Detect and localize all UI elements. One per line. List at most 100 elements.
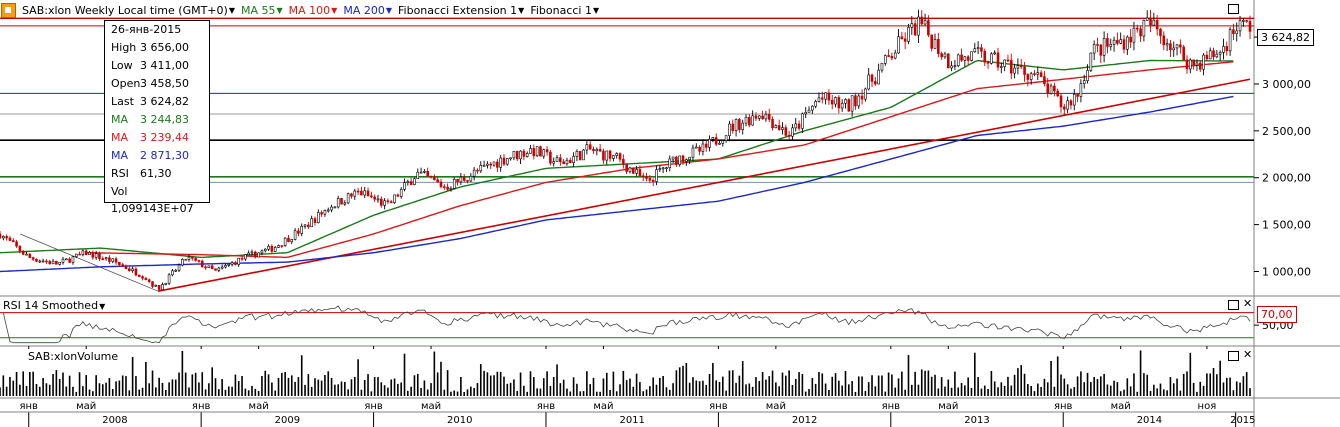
volume-bar — [708, 374, 711, 396]
price-candle-body — [588, 144, 592, 150]
volume-bar — [92, 391, 94, 396]
price-candle-body — [811, 105, 814, 111]
volume-bar — [572, 377, 575, 396]
volume-bar — [983, 385, 986, 396]
volume-bar — [476, 383, 479, 396]
volume-bar — [290, 375, 293, 396]
price-candle-body — [698, 146, 701, 152]
volume-bar — [19, 384, 21, 396]
price-candle-body — [8, 237, 12, 241]
price-candle-body — [297, 230, 300, 234]
rsi-panel-title[interactable]: RSI 14 Smoothed▼ — [3, 299, 105, 312]
tooltip-value: 2 871,30 — [140, 149, 189, 162]
price-candle-body — [1109, 43, 1113, 47]
price-candle-body — [542, 149, 546, 157]
volume-bar — [1007, 376, 1009, 396]
price-candle-body — [804, 112, 808, 115]
price-candle-body — [1235, 30, 1239, 34]
price-candle-body — [452, 178, 456, 189]
price-candle-body — [559, 157, 562, 162]
volume-bar — [944, 386, 946, 396]
fib-ext-menu[interactable]: Fibonacci Extension 1 ▼ — [398, 4, 524, 17]
volume-bar — [473, 388, 475, 396]
volume-bar — [672, 383, 674, 396]
ma55-menu[interactable]: MA 55 ▼ — [241, 4, 283, 17]
price-candle-body — [1112, 39, 1116, 45]
price-candle-body — [250, 251, 254, 254]
volume-bar — [1076, 376, 1079, 396]
symbol-menu[interactable]: SAB:xlon Weekly Local time (GMT+0) ▼ — [22, 4, 235, 17]
price-candle-body — [645, 176, 648, 179]
volume-panel-maximize-button[interactable] — [1228, 351, 1239, 361]
volume-bar — [678, 367, 681, 396]
volume-bar — [1096, 379, 1099, 396]
ma200-menu[interactable]: MA 200 ▼ — [343, 4, 392, 17]
chart-toolbar: SAB:xlon Weekly Local time (GMT+0) ▼ MA 5… — [0, 0, 1254, 20]
volume-bar — [493, 375, 495, 396]
volume-bar — [377, 377, 379, 396]
volume-bar — [1169, 377, 1172, 396]
volume-bar — [194, 372, 197, 396]
price-candle-body — [708, 138, 711, 148]
price-candle-body — [1082, 80, 1086, 84]
volume-bar — [775, 382, 777, 396]
tooltip-value: 3 624,82 — [140, 95, 189, 108]
price-axis-label: 2 500,00 — [1262, 125, 1311, 138]
volume-bar — [1182, 373, 1185, 396]
volume-bar — [1249, 388, 1251, 396]
volume-bar — [1126, 378, 1129, 396]
volume-bar — [1043, 378, 1046, 396]
price-candle-body — [429, 175, 433, 178]
volume-bar — [967, 377, 969, 396]
volume-bar — [1232, 390, 1235, 396]
volume-bar — [569, 391, 572, 396]
rsi-panel-maximize-button[interactable] — [1228, 300, 1239, 310]
price-candle-body — [220, 266, 224, 269]
price-candle-body — [406, 181, 410, 183]
price-panel-maximize-button[interactable] — [1228, 4, 1239, 14]
volume-bar — [874, 386, 877, 396]
volume-bar — [917, 384, 920, 396]
tooltip-row-low: Low 3 411,00 — [111, 57, 189, 74]
volume-bar — [486, 372, 489, 396]
price-candle-body — [897, 36, 900, 54]
price-candle-body — [118, 262, 121, 265]
volume-bar — [791, 384, 794, 396]
price-candle-body — [890, 55, 894, 59]
price-candle-body — [459, 176, 463, 183]
price-candle-body — [101, 258, 105, 261]
ma100-menu[interactable]: MA 100 ▼ — [289, 4, 338, 17]
volume-bar — [957, 387, 960, 396]
price-candle-body — [820, 97, 824, 100]
volume-bar — [470, 386, 472, 396]
volume-bar — [1189, 352, 1192, 396]
volume-bar — [615, 391, 618, 396]
volume-bar — [1073, 387, 1076, 396]
volume-bar — [360, 389, 363, 396]
price-candle-body — [787, 135, 791, 137]
fib-menu[interactable]: Fibonacci 1 ▼ — [530, 4, 599, 17]
price-candle-body — [270, 245, 274, 252]
volume-bar — [52, 373, 54, 396]
price-candle-body — [1169, 43, 1172, 51]
volume-bar — [745, 384, 747, 396]
rsi-panel-close-icon[interactable]: ✕ — [1243, 297, 1253, 310]
price-candle-body — [685, 159, 688, 162]
volume-bar — [619, 384, 621, 396]
volume-bar — [0, 387, 1, 396]
volume-bar — [466, 389, 469, 396]
price-candle-body — [927, 20, 930, 36]
volume-bar — [300, 355, 303, 396]
volume-bar — [22, 371, 25, 396]
volume-bar — [1162, 389, 1165, 396]
volume-bar — [350, 379, 353, 396]
price-candle-body — [854, 95, 857, 107]
price-candle-body — [512, 151, 516, 159]
volume-bar — [1056, 356, 1059, 396]
price-candle-body — [273, 247, 277, 252]
price-candle-body — [227, 264, 231, 266]
volume-bar — [1060, 374, 1062, 396]
price-candle-body — [121, 264, 124, 267]
volume-panel-close-icon[interactable]: ✕ — [1243, 348, 1253, 361]
